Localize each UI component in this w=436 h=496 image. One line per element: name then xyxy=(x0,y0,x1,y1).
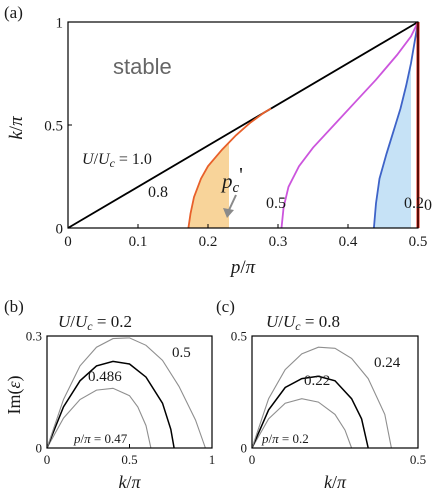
series-label: 0 xyxy=(424,197,432,214)
x-tick-label: 0.5 xyxy=(410,452,426,467)
panel-a-chart: 0 0.1 0.2 0.3 0.4 0.5 0 0.5 1 p/π k/π U/Uc = 1.0 0.8… xyxy=(6,15,432,278)
x-axis-label: k/π xyxy=(324,472,347,492)
series-line-0-24 xyxy=(251,346,392,449)
y-tick-label: 0 xyxy=(241,441,248,456)
series-line-0-486 xyxy=(46,360,175,449)
series-line-0-8 xyxy=(187,107,272,229)
panel-b-chart: p/π = 0.47 0.486 0.5 0 0.5 1 0 0.3 k/π Im(ε) xyxy=(4,329,215,492)
series-label: 0.22 xyxy=(304,373,330,389)
y-tick-label: 0.3 xyxy=(26,329,42,344)
panel-a-label: (a) xyxy=(4,3,23,22)
panel-c-label: (c) xyxy=(216,297,235,316)
shaded-region-0-8 xyxy=(188,142,229,228)
panel-b-header: U/Uc = 0.2 xyxy=(58,312,132,333)
series-label: p/π = 0.47 xyxy=(73,431,128,446)
y-tick-label: 0 xyxy=(56,221,64,237)
x-axis-label: p/π xyxy=(229,257,256,278)
series-label: 0.8 xyxy=(148,184,168,201)
y-tick-label: 1 xyxy=(56,15,64,31)
x-tick-label: 0 xyxy=(44,452,51,467)
y-axis-label: k/π xyxy=(6,116,27,140)
x-tick-label: 0 xyxy=(249,452,256,467)
series-label: 0.24 xyxy=(374,355,401,371)
series-line-U-Uc-1-0 xyxy=(67,21,419,229)
series-label: 0.486 xyxy=(88,369,122,385)
panel-c-chart: p/π = 0.2 0.22 0.24 0 0.5 0 0.5 k/π xyxy=(231,329,426,492)
panel-c-header: U/Uc = 0.8 xyxy=(266,312,340,333)
y-axis-label: Im(ε) xyxy=(4,375,25,414)
series-line-0-47 xyxy=(46,387,152,449)
series-label: 0.2 xyxy=(404,195,424,212)
x-tick-label: 0.3 xyxy=(269,234,288,250)
series-label: U/Uc = 1.0 xyxy=(82,151,152,170)
x-tick-label: 0.2 xyxy=(199,234,218,250)
x-tick-label: 0 xyxy=(64,234,72,250)
pc-prime-label: pc' xyxy=(220,163,243,196)
x-tick-label: 0.5 xyxy=(409,234,428,250)
panel-c-frame xyxy=(251,335,419,449)
series-label: 0.5 xyxy=(172,345,191,361)
series-line-0-5 xyxy=(280,21,419,229)
pc-arrow-head xyxy=(223,208,234,218)
series-line-0-2 xyxy=(251,398,353,449)
y-tick-label: 0 xyxy=(36,441,43,456)
series-label: p/π = 0.2 xyxy=(261,431,309,446)
stable-region-label: stable xyxy=(113,54,172,79)
series-line-0-2 xyxy=(373,21,419,229)
x-tick-label: 0.4 xyxy=(339,234,358,250)
series-line-0-22 xyxy=(251,375,369,449)
x-tick-label: 1 xyxy=(209,452,216,467)
pc-arrow-shaft xyxy=(228,194,237,211)
y-tick-label: 0.5 xyxy=(231,329,247,344)
x-axis-label: k/π xyxy=(118,472,141,492)
panel-b-label: (b) xyxy=(4,297,24,316)
series-line-0-5 xyxy=(46,337,206,449)
x-tick-label: 0.5 xyxy=(121,452,137,467)
y-tick-label: 0.5 xyxy=(44,118,63,134)
series-label: 0.5 xyxy=(266,195,286,212)
x-tick-label: 0.1 xyxy=(129,234,148,250)
